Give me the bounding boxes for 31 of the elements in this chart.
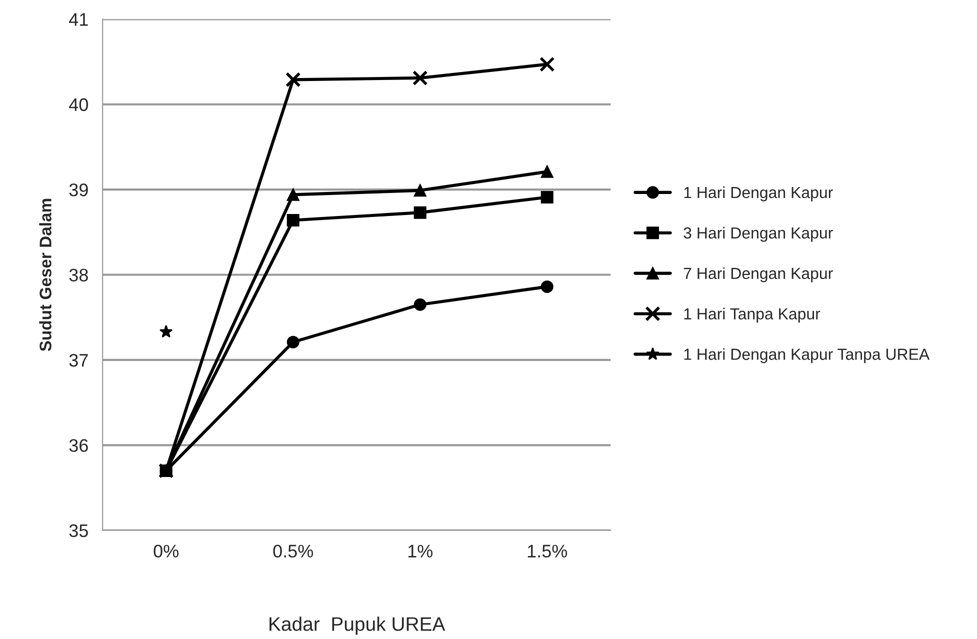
legend-label: 7 Hari Dengan Kapur	[684, 267, 833, 282]
y-tick-label: 38	[69, 268, 88, 282]
point	[540, 165, 554, 178]
y-tick-label: 39	[69, 184, 88, 196]
x-tick-label: 0%	[154, 544, 178, 558]
y-axis-title: Sudut Geser Dalam	[39, 198, 52, 352]
point	[414, 298, 426, 311]
point	[286, 214, 300, 226]
legend-label: 1 Hari Dengan Kapur	[684, 186, 833, 202]
legend-label: 1 Hari Tanpa Kapur	[684, 308, 820, 323]
point	[286, 188, 300, 201]
y-tick-label: 40	[69, 98, 88, 112]
y-tick-label: 35	[69, 524, 88, 538]
point	[412, 70, 428, 86]
point	[539, 56, 555, 72]
point	[540, 190, 554, 204]
point	[286, 336, 300, 348]
point	[414, 206, 426, 219]
point	[414, 184, 426, 197]
point	[285, 72, 301, 88]
x-axis-title: Kadar Pupuk UREA	[270, 616, 446, 635]
legend-label: 1 Hari Dengan Kapur Tanpa UREA	[684, 348, 930, 364]
x-tick-label: 1.5%	[528, 544, 568, 558]
y-tick-label: 37	[69, 354, 88, 367]
point	[159, 324, 173, 338]
legend-label: 3 Hari Dengan Kapur	[684, 226, 833, 242]
y-tick-label: 36	[69, 439, 88, 452]
x-tick-label: 0.5%	[273, 544, 314, 558]
x-tick-label: 1%	[408, 544, 433, 558]
y-tick-label: 41	[69, 13, 88, 26]
point	[540, 280, 554, 293]
